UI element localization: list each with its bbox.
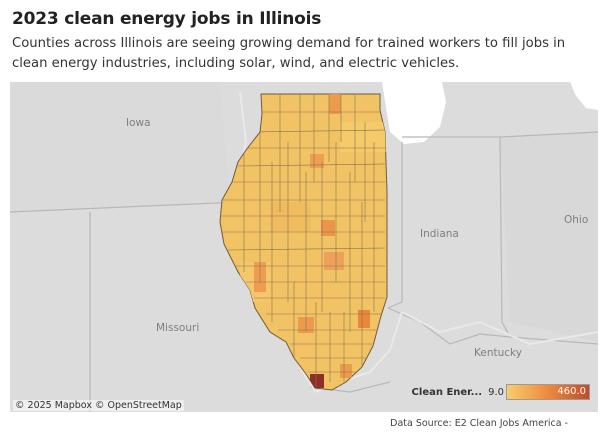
mapbox-attribution-link[interactable]: © 2025 Mapbox	[15, 400, 92, 411]
ohio-region	[500, 132, 598, 342]
legend-min-label: 9.0	[488, 386, 504, 398]
county-layer[interactable]	[220, 94, 387, 388]
legend-title: Clean Ener...	[411, 386, 483, 398]
illinois-outline	[219, 93, 388, 391]
county-highlight[interactable]	[310, 154, 324, 168]
chart-title: 2023 clean energy jobs in Illinois	[12, 9, 322, 29]
lake-michigan	[382, 82, 446, 144]
label-kentucky: Kentucky	[474, 347, 522, 359]
label-missouri: Missouri	[156, 322, 199, 334]
map-view[interactable]: Iowa Indiana Ohio Missouri Kentucky © 20…	[10, 82, 598, 412]
county-highlight[interactable]	[324, 252, 344, 270]
county-highlight[interactable]	[321, 220, 335, 236]
county-highlight-darkest[interactable]	[310, 374, 324, 388]
map-attribution: © 2025 Mapbox © OpenStreetMap	[13, 400, 184, 411]
county-highlight[interactable]	[358, 310, 370, 328]
color-legend: Clean Ener... 9.0 460.0	[412, 384, 590, 400]
county-tone	[340, 122, 387, 152]
legend-gradient-bar: 460.0	[506, 384, 590, 400]
chart-subtitle: Counties across Illinois are seeing grow…	[12, 36, 566, 71]
osm-attribution-link[interactable]: © OpenStreetMap	[94, 400, 182, 411]
county-highlight[interactable]	[329, 94, 341, 114]
lake-erie	[570, 82, 598, 110]
iowa-region	[10, 82, 230, 212]
label-iowa: Iowa	[126, 117, 151, 129]
county-tone	[270, 202, 310, 232]
data-source-note: Data Source: E2 Clean Jobs America -	[390, 418, 568, 429]
county-highlight[interactable]	[340, 364, 352, 378]
label-indiana: Indiana	[420, 228, 459, 240]
legend-max-label: 460.0	[557, 386, 586, 397]
label-ohio: Ohio	[564, 214, 588, 226]
state-borders	[10, 131, 598, 412]
map-svg[interactable]: Iowa Indiana Ohio Missouri Kentucky	[10, 82, 598, 412]
